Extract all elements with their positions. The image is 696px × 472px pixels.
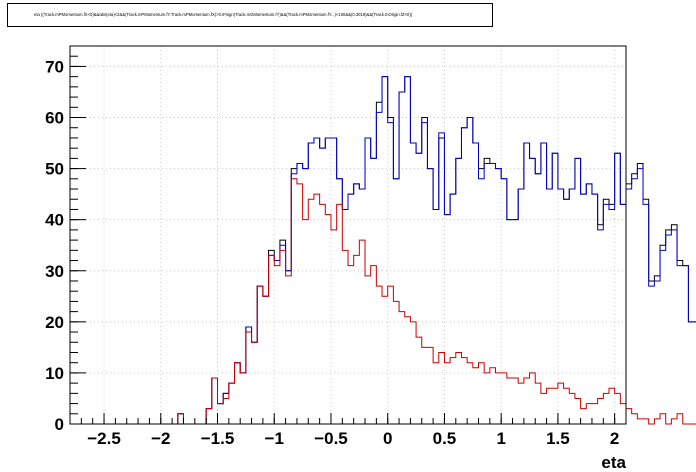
histogram-series xyxy=(70,76,696,425)
y-tick-label: 50 xyxy=(45,160,64,179)
x-axis-label: eta xyxy=(601,453,626,472)
plot-frame xyxy=(69,45,627,425)
chart-title: eta {(Track.mPMomentum.fX<0)&&abs(eta)<2… xyxy=(34,12,413,17)
y-tick-label: 20 xyxy=(45,313,64,332)
grid xyxy=(70,46,626,424)
x-tick-label: 2 xyxy=(610,429,619,448)
x-tick-label: −2.5 xyxy=(87,429,121,448)
y-tick-label: 60 xyxy=(45,109,64,128)
x-tick-label: 0 xyxy=(383,429,392,448)
y-tick-label: 40 xyxy=(45,211,64,230)
y-tick-label: 70 xyxy=(45,57,64,76)
title-box: eta {(Track.mPMomentum.fX<0)&&abs(eta)<2… xyxy=(7,3,493,27)
y-tick-label: 0 xyxy=(55,415,64,434)
x-tick-label: −0.5 xyxy=(314,429,348,448)
x-tick-label: −2 xyxy=(151,429,170,448)
x-tick-label: 0.5 xyxy=(433,429,457,448)
x-tick-label: −1.5 xyxy=(201,429,235,448)
x-tick-label: 1.5 xyxy=(546,429,570,448)
x-axis: −2.5 −2 −1.5 −1 −0.5 0 0.5 1 1.5 2 xyxy=(69,413,627,448)
plot-background xyxy=(70,46,626,424)
y-tick-label: 30 xyxy=(45,262,64,281)
y-axis: 0 10 20 30 40 50 60 70 xyxy=(45,45,86,434)
x-tick-label: 1 xyxy=(496,429,505,448)
histogram-series-3 xyxy=(70,178,696,425)
x-tick-label: −1 xyxy=(265,429,284,448)
y-tick-label: 10 xyxy=(45,364,64,383)
